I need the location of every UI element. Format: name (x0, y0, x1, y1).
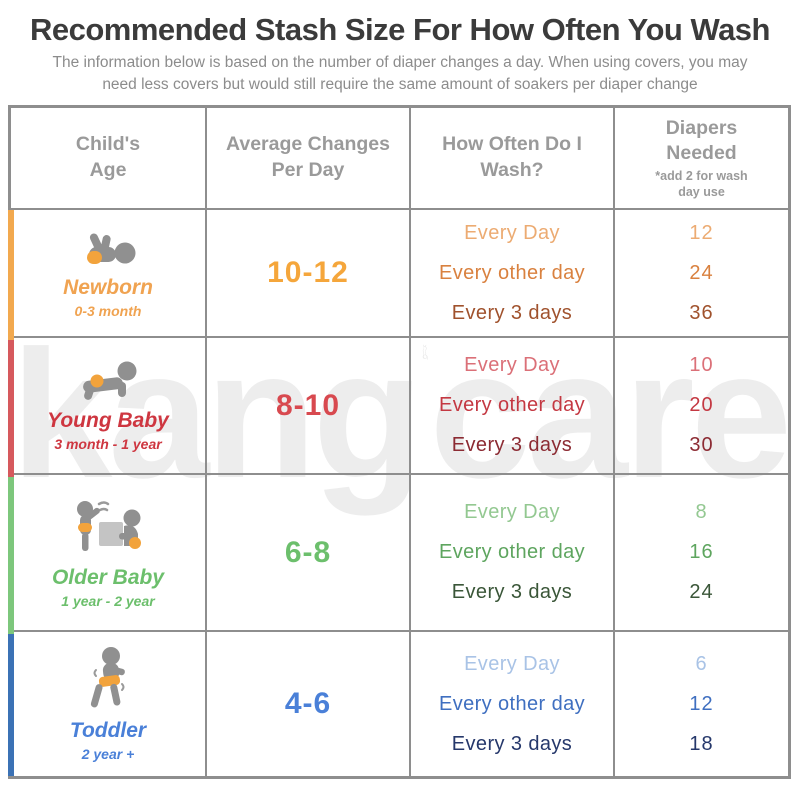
changes-per-day: 10-12 (267, 256, 349, 289)
row-accent-bar-newborn (8, 210, 14, 340)
diapers-needed-value: 12 (689, 221, 714, 244)
diapers-needed-value: 24 (689, 261, 714, 284)
row-accent-bar-older-baby (8, 477, 14, 634)
changes-per-day: 6-8 (284, 535, 332, 569)
row-name: Young Baby (47, 408, 169, 432)
changes-per-day: 4-6 (284, 687, 332, 720)
row-age-range: 0-3 month (74, 303, 142, 319)
row-name: Newborn (63, 276, 153, 299)
table-row-newborn-wash-cell: Every Day Every other day Every 3 days (411, 210, 615, 338)
table-row-young-baby-wash-cell: Every Day Every other day Every 3 days (411, 338, 615, 475)
diapers-needed-value: 36 (689, 301, 714, 324)
table-row-toddler-changes-cell: 4-6 (207, 632, 411, 776)
page-title: Recommended Stash Size For How Often You… (30, 12, 770, 47)
diapers-needed-value: 16 (689, 541, 714, 563)
row-name: Older Baby (51, 565, 165, 589)
newborn-lying-baby-icon (87, 233, 136, 264)
column-header-needed-label: Diapers Needed (665, 116, 738, 165)
column-header-wash: How Often Do I Wash? (411, 108, 615, 210)
table-row-young-baby-age-cell: Young Baby 3 month - 1 year (11, 338, 207, 475)
wash-option: Every 3 days (451, 434, 573, 456)
column-header-changes-label: Average Changes Per Day (225, 133, 390, 181)
wash-option: Every other day (438, 394, 586, 416)
wash-option: Every other day (438, 692, 586, 715)
wash-option: Every Day (464, 221, 560, 244)
playing-toddlers-icon (77, 500, 141, 551)
column-header-needed: Diapers Needed *add 2 for wash day use (615, 108, 788, 210)
table-row-older-baby-needed-cell: 8 16 24 (615, 475, 788, 632)
column-header-wash-label: How Often Do I Wash? (442, 133, 582, 181)
table-row-toddler-age-cell: Toddler 2 year + (11, 632, 207, 776)
table-row-newborn-age-cell: Newborn 0-3 month (11, 210, 207, 338)
diapers-needed-value: 18 (689, 732, 714, 755)
row-accent-bar-toddler (8, 634, 14, 776)
subtitle-line-1: The information below is based on the nu… (52, 54, 748, 71)
table-row-toddler-needed-cell: 6 12 18 (615, 632, 788, 776)
wash-option: Every other day (438, 541, 586, 563)
changes-per-day: 8-10 (275, 388, 341, 422)
row-name: Toddler (69, 719, 147, 742)
table-grid: Child's Age Average Changes Per Day How … (11, 108, 788, 776)
column-header-age: Child's Age (11, 108, 207, 210)
table-row-older-baby-age-cell: Older Baby 1 year - 2 year (11, 475, 207, 632)
diapers-needed-value: 20 (689, 394, 714, 416)
column-header-needed-note: *add 2 for wash day use (655, 169, 748, 199)
diapers-needed-value: 24 (689, 581, 714, 603)
wash-option: Every 3 days (451, 301, 573, 324)
walking-toddler-icon (90, 647, 125, 708)
diapers-needed-value: 6 (695, 652, 708, 675)
table-row-young-baby-changes-cell: 8-10 (207, 338, 411, 475)
table-row-newborn-changes-cell: 10-12 (207, 210, 411, 338)
diapers-needed-value: 30 (689, 434, 714, 456)
column-header-changes: Average Changes Per Day (207, 108, 411, 210)
row-age-range: 2 year + (81, 746, 135, 762)
table-row-young-baby-needed-cell: 10 20 30 (615, 338, 788, 475)
wash-option: Every Day (464, 652, 560, 675)
table-row-toddler-wash-cell: Every Day Every other day Every 3 days (411, 632, 615, 776)
wash-option: Every Day (464, 354, 560, 376)
wash-option: Every Day (464, 501, 560, 523)
subtitle-line-2: need less covers but would still require… (102, 76, 698, 93)
table-row-older-baby-wash-cell: Every Day Every other day Every 3 days (411, 475, 615, 632)
table-row-newborn-needed-cell: 12 24 36 (615, 210, 788, 338)
table-row-older-baby-changes-cell: 6-8 (207, 475, 411, 632)
row-age-range: 1 year - 2 year (61, 592, 155, 609)
column-header-age-label: Child's Age (75, 133, 141, 181)
page-subtitle: The information below is based on the nu… (0, 52, 800, 96)
diapers-needed-value: 8 (695, 501, 708, 523)
diapers-needed-value: 12 (689, 692, 714, 715)
row-age-range: 3 month - 1 year (54, 435, 162, 452)
wash-option: Every 3 days (451, 732, 573, 755)
row-accent-bar-young-baby (8, 340, 14, 477)
diapers-needed-value: 10 (689, 354, 714, 376)
stash-size-table: kang care Child's Age (8, 105, 791, 779)
crawling-baby-icon (83, 361, 137, 400)
wash-option: Every 3 days (451, 581, 573, 603)
wash-option: Every other day (438, 261, 586, 284)
